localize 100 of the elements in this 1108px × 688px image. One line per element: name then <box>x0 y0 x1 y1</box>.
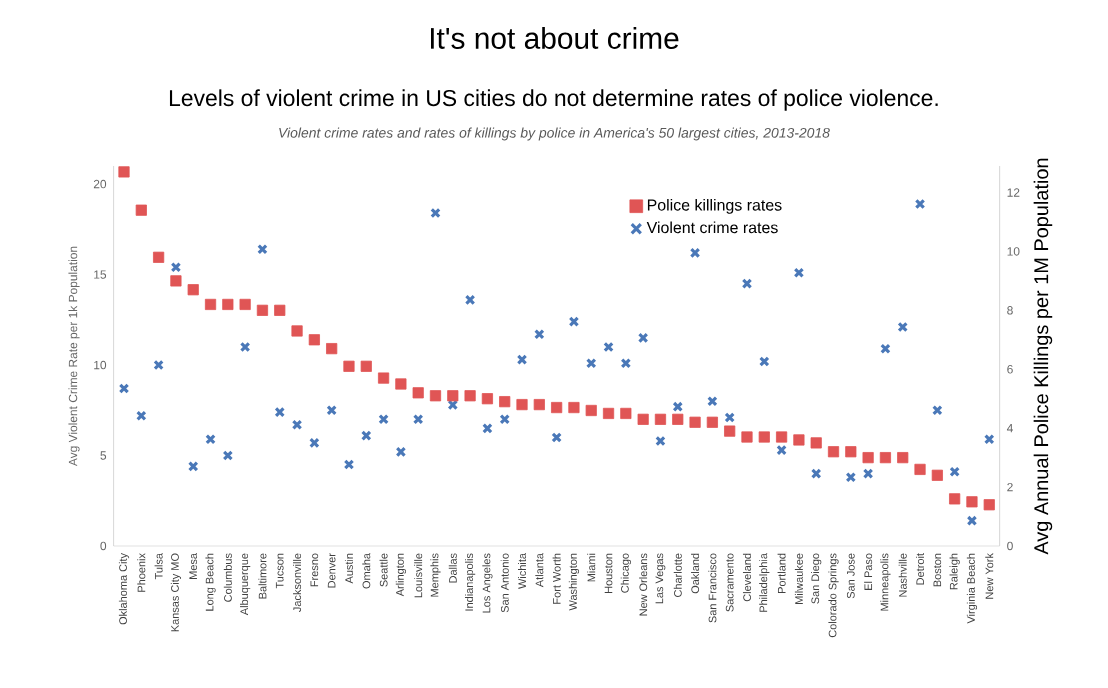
point <box>759 356 770 367</box>
point <box>949 493 961 505</box>
point <box>395 446 407 458</box>
point <box>308 334 320 346</box>
point <box>239 341 251 353</box>
point <box>568 401 580 414</box>
point <box>845 446 857 458</box>
point <box>516 399 528 411</box>
point <box>170 262 182 273</box>
point <box>637 332 649 344</box>
point <box>551 401 563 414</box>
point <box>793 434 805 446</box>
chart-subtitle: Levels of violent crime in US cities do not determine rates of police violence. <box>169 89 938 111</box>
point <box>689 416 701 428</box>
point <box>931 469 943 481</box>
point <box>914 198 926 210</box>
point <box>187 461 199 472</box>
point <box>776 431 788 443</box>
point <box>361 430 372 441</box>
point <box>949 466 960 478</box>
point <box>153 359 164 371</box>
point <box>257 243 268 255</box>
point <box>602 407 615 420</box>
point <box>551 432 562 443</box>
point <box>845 471 857 483</box>
point <box>707 395 718 407</box>
point <box>222 450 234 461</box>
point <box>516 354 528 365</box>
point <box>464 390 476 402</box>
point <box>637 413 649 425</box>
point <box>585 404 597 417</box>
point <box>810 437 822 449</box>
point <box>118 383 130 394</box>
point <box>187 284 199 296</box>
point <box>880 343 891 355</box>
point <box>914 463 926 475</box>
point <box>966 496 978 508</box>
point <box>378 414 389 425</box>
point <box>534 329 545 340</box>
point <box>585 357 597 369</box>
point <box>239 298 251 311</box>
point <box>274 304 286 316</box>
point <box>862 452 874 464</box>
point <box>603 341 614 353</box>
point <box>274 406 286 418</box>
point <box>897 452 909 464</box>
point <box>966 515 978 526</box>
point <box>430 207 441 219</box>
point <box>205 433 216 445</box>
point <box>932 405 943 416</box>
point <box>395 378 407 390</box>
point <box>136 410 147 421</box>
point <box>741 278 753 289</box>
point <box>326 343 338 355</box>
point <box>326 405 337 416</box>
point <box>724 412 735 423</box>
point <box>862 468 874 479</box>
point <box>793 267 805 279</box>
point <box>533 399 545 411</box>
point <box>983 433 995 445</box>
point <box>568 316 580 327</box>
point <box>256 304 269 316</box>
point <box>654 413 667 425</box>
point <box>447 390 459 402</box>
point <box>291 419 303 431</box>
point <box>810 468 822 479</box>
point <box>135 204 147 216</box>
point <box>464 294 476 306</box>
point <box>343 459 355 470</box>
point <box>343 360 355 372</box>
point <box>118 166 130 178</box>
point <box>672 401 684 412</box>
point <box>689 247 701 259</box>
point <box>741 431 753 443</box>
point <box>360 360 372 372</box>
point <box>153 251 165 263</box>
point <box>412 387 424 399</box>
point <box>291 325 303 337</box>
point <box>897 321 908 333</box>
point <box>655 435 666 447</box>
point <box>620 407 632 420</box>
point <box>170 275 182 287</box>
point <box>309 437 320 449</box>
point <box>724 425 736 437</box>
point <box>204 298 217 311</box>
point <box>620 357 632 369</box>
point <box>499 396 511 408</box>
point <box>482 423 493 434</box>
point <box>672 413 684 425</box>
point <box>758 431 770 443</box>
point <box>378 372 390 384</box>
point <box>776 444 787 456</box>
point <box>481 393 493 405</box>
point <box>499 414 510 425</box>
point <box>429 390 442 402</box>
point <box>222 298 234 311</box>
point <box>983 499 995 511</box>
point <box>879 452 891 464</box>
y2-axis-title: Avg Annual Police Killings per 1M Population <box>1033 158 1053 555</box>
point <box>412 414 424 425</box>
